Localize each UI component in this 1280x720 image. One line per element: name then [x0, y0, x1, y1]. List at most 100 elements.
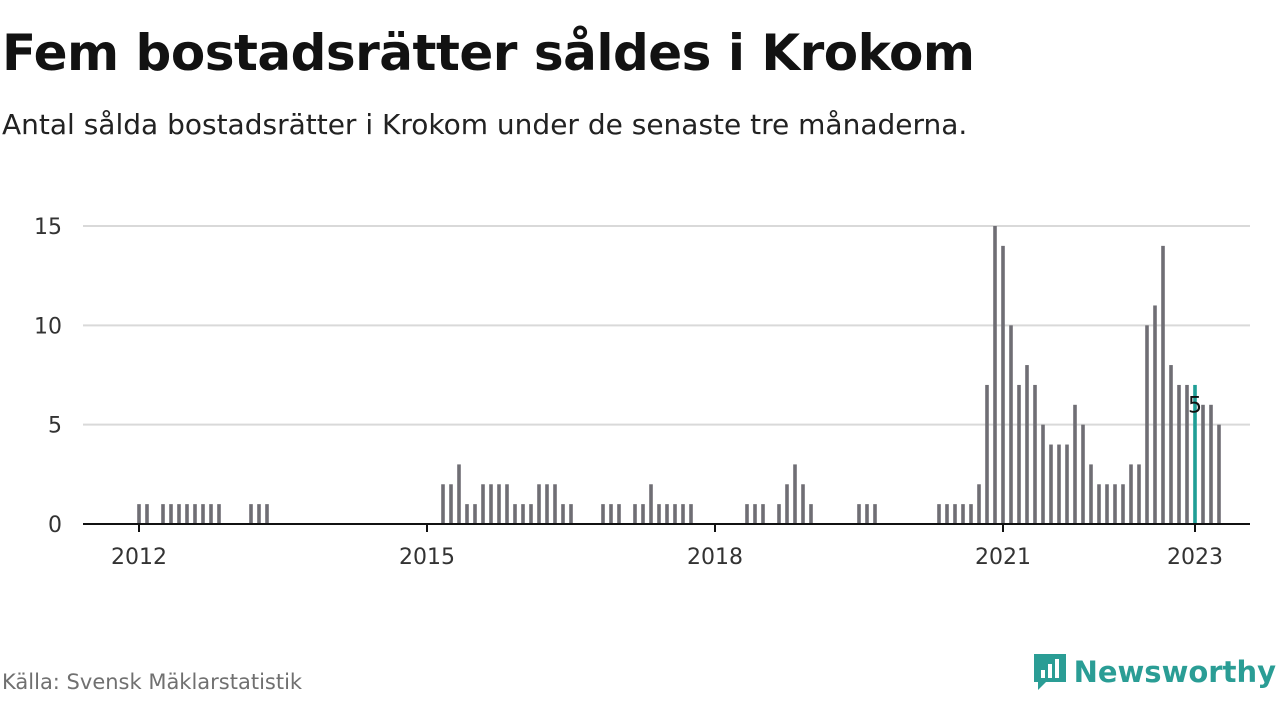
bar: [985, 384, 989, 524]
bar: [265, 504, 269, 524]
bar: [441, 484, 445, 524]
bar: [1033, 384, 1037, 524]
bar: [185, 504, 189, 524]
bar: [1169, 365, 1173, 524]
bar: [969, 504, 973, 524]
bar: [1009, 325, 1013, 524]
x-tick-label: 2023: [1167, 545, 1223, 570]
bar: [1001, 245, 1005, 524]
bar: [657, 504, 661, 524]
bar: [633, 504, 637, 524]
bar: [673, 504, 677, 524]
bar: [561, 504, 565, 524]
bar: [1153, 305, 1157, 524]
bar: [1129, 464, 1133, 524]
bar: [1049, 444, 1053, 524]
bar: [761, 504, 765, 524]
bar: [465, 504, 469, 524]
bar: [201, 504, 205, 524]
y-tick-label: 5: [48, 414, 62, 439]
x-tick-label: 2015: [399, 545, 455, 570]
x-tick-label: 2021: [975, 545, 1031, 570]
bar: [753, 504, 757, 524]
bar: [617, 504, 621, 524]
bar: [1217, 424, 1221, 524]
bar: [545, 484, 549, 524]
bar: [257, 504, 261, 524]
bar: [1057, 444, 1061, 524]
bar: [177, 504, 181, 524]
bar: [489, 484, 493, 524]
bar: [137, 504, 141, 524]
bar: [1113, 484, 1117, 524]
bar: [1177, 384, 1181, 524]
bar: [977, 484, 981, 524]
bar: [249, 504, 253, 524]
y-tick-label: 10: [34, 314, 62, 339]
bar: [1081, 424, 1085, 524]
y-tick-label: 15: [34, 215, 62, 240]
y-tick-label: 0: [48, 513, 62, 538]
x-tick-label: 2012: [111, 545, 167, 570]
bar: [449, 484, 453, 524]
bar: [857, 504, 861, 524]
bar: [689, 504, 693, 524]
bar: [209, 504, 213, 524]
bar: [537, 484, 541, 524]
bar: [169, 504, 173, 524]
bar: [785, 484, 789, 524]
bar: [865, 504, 869, 524]
bar: [801, 484, 805, 524]
brand-logo[interactable]: Newsworthy: [1032, 652, 1276, 692]
bar: [609, 504, 613, 524]
bar: [993, 226, 997, 524]
bar-chart: 0 5 10 15 2012 2015 2018 2021 2023 5: [34, 215, 1250, 570]
data-label: 5: [1188, 394, 1202, 419]
bar: [1025, 365, 1029, 524]
bar: [145, 504, 149, 524]
bar: [473, 504, 477, 524]
bar: [1121, 484, 1125, 524]
bar: [217, 504, 221, 524]
bar: [505, 484, 509, 524]
bar: [1041, 424, 1045, 524]
bar: [793, 464, 797, 524]
bar: [457, 464, 461, 524]
bar: [521, 504, 525, 524]
bar: [1105, 484, 1109, 524]
bar: [961, 504, 965, 524]
bar: [953, 504, 957, 524]
chart-title: Fem bostadsrätter såldes i Krokom: [2, 24, 975, 82]
bar: [945, 504, 949, 524]
bar: [1209, 404, 1213, 524]
bar: [777, 504, 781, 524]
bar: [569, 504, 573, 524]
bar: [1161, 245, 1165, 524]
x-tick-label: 2018: [687, 545, 743, 570]
source-note: Källa: Svensk Mäklarstatistik: [2, 670, 303, 694]
bar: [1137, 464, 1141, 524]
bar: [1065, 444, 1069, 524]
bar: [497, 484, 501, 524]
bar: [513, 504, 517, 524]
bar: [1145, 325, 1149, 524]
bar: [1073, 404, 1077, 524]
bar: [649, 484, 653, 524]
bar: [553, 484, 557, 524]
bar: [809, 504, 813, 524]
newsworthy-logo-icon: [1033, 654, 1066, 690]
bar: [481, 484, 485, 524]
bar: [1185, 384, 1189, 524]
bar: [601, 504, 605, 524]
brand-name: Newsworthy: [1073, 655, 1276, 689]
chart-subtitle: Antal sålda bostadsrätter i Krokom under…: [2, 108, 968, 141]
bar: [529, 504, 533, 524]
bar: [1089, 464, 1093, 524]
bar: [1017, 384, 1021, 524]
bar: [665, 504, 669, 524]
bar: [681, 504, 685, 524]
bar: [745, 504, 749, 524]
bar: [1201, 404, 1205, 524]
bar: [937, 504, 941, 524]
bar: [641, 504, 645, 524]
